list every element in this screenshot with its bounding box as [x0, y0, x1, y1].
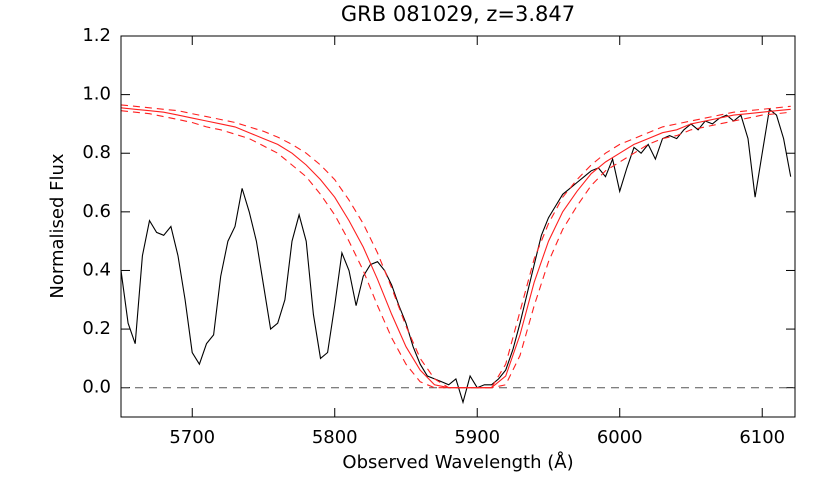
x-tick-label: 5900: [454, 427, 500, 448]
plot-frame: [120, 35, 796, 418]
y-tick-label: 1.0: [82, 84, 111, 105]
x-tick-label: 5700: [169, 427, 215, 448]
y-tick-label: 0.4: [82, 259, 111, 280]
series-line: [120, 110, 791, 389]
y-tick-label: 0.6: [82, 201, 111, 222]
series-line: [120, 104, 791, 389]
y-tick-label: 1.2: [82, 25, 111, 46]
y-tick-label: 0.8: [82, 142, 111, 163]
chart-title: GRB 081029, z=3.847: [341, 2, 575, 26]
x-tick-label: 6000: [597, 427, 643, 448]
y-tick-label: 0.2: [82, 318, 111, 339]
x-tick-label: 6100: [739, 427, 785, 448]
x-axis-label: Observed Wavelength (Å): [342, 451, 573, 473]
series-line: [120, 107, 791, 389]
y-tick-label: 0.0: [82, 377, 111, 398]
x-tick-label: 5800: [312, 427, 358, 448]
series-line: [120, 108, 792, 405]
y-axis-label: Normalised Flux: [47, 153, 68, 298]
